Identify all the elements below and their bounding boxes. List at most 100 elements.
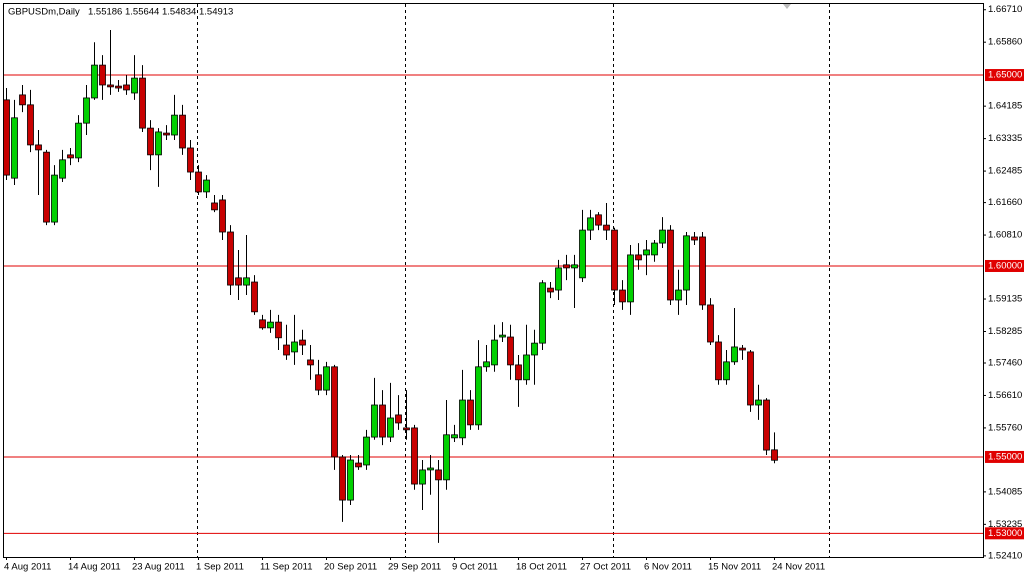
x-tick-label: 11 Sep 2011: [260, 562, 312, 573]
y-tick-label: 1.52410: [988, 550, 1022, 561]
header-high: 1.55644: [125, 7, 159, 18]
candle-body: [291, 341, 298, 353]
candle-body: [675, 289, 682, 301]
candle-body: [699, 236, 706, 306]
header-open: 1.55186: [88, 7, 122, 18]
candle-body: [163, 132, 170, 136]
candle-body: [219, 199, 226, 233]
candle-body: [747, 351, 754, 406]
level-label-box: [985, 69, 1024, 82]
candle-body: [147, 127, 154, 156]
candle-body: [611, 229, 618, 291]
candle-body: [547, 287, 554, 293]
candle-body: [59, 159, 66, 179]
level-label-box: [985, 527, 1024, 540]
level-label: 1.55000: [988, 451, 1022, 462]
candle-body: [315, 374, 322, 391]
x-tick-label: 14 Aug 2011: [68, 562, 121, 573]
y-tick-label: 1.64185: [988, 101, 1022, 112]
candle-body: [707, 304, 714, 343]
level-label: 1.65000: [988, 70, 1022, 81]
candle-body: [635, 254, 642, 261]
y-tick-label: 1.60810: [988, 230, 1022, 241]
candle-body: [619, 289, 626, 303]
level-label-box: [985, 259, 1024, 272]
candle-body: [571, 264, 578, 269]
candle-body: [387, 417, 394, 438]
candle-body: [595, 214, 602, 226]
candle-body: [43, 151, 50, 223]
candle-body: [483, 361, 490, 368]
candle-body: [379, 404, 386, 438]
candle-body: [67, 154, 74, 159]
candle-body: [459, 399, 466, 439]
y-tick-label: 1.59135: [988, 294, 1022, 305]
candle-body: [475, 366, 482, 426]
candle-body: [11, 117, 18, 179]
candle-body: [491, 339, 498, 366]
x-tick-label: 4 Aug 2011: [4, 562, 51, 573]
candle-body: [235, 277, 242, 286]
candle-body: [251, 281, 258, 313]
candle-body: [451, 434, 458, 439]
candle-body: [539, 282, 546, 344]
candle-body: [523, 354, 530, 381]
candle-body: [91, 64, 98, 99]
candle-body: [35, 144, 42, 151]
candle-body: [755, 399, 762, 406]
candle-body: [667, 229, 674, 301]
level-label: 1.53000: [988, 528, 1022, 539]
x-tick-label: 27 Oct 2011: [580, 562, 631, 573]
candle-body: [731, 346, 738, 363]
y-tick-label: 1.55760: [988, 422, 1022, 433]
candle-body: [267, 321, 274, 329]
candle-body: [603, 224, 610, 231]
candle-body: [355, 462, 362, 468]
candle-body: [203, 179, 210, 193]
candle-body: [155, 131, 162, 156]
candle-body: [83, 97, 90, 124]
candle-body: [139, 77, 146, 129]
x-tick-label: 9 Oct 2011: [452, 562, 498, 573]
y-tick-label: 1.66710: [988, 4, 1022, 15]
level-label: 1.60000: [988, 261, 1022, 272]
candle-body: [507, 336, 514, 366]
plot-frame: [3, 3, 984, 558]
candle-body: [419, 469, 426, 485]
candle-body: [243, 277, 250, 286]
candle-body: [179, 114, 186, 149]
y-tick-label: 1.53235: [988, 519, 1022, 530]
candle-body: [563, 264, 570, 269]
candle-body: [515, 364, 522, 381]
candle-body: [659, 229, 666, 244]
candle-body: [107, 84, 114, 88]
candle-body: [75, 122, 82, 159]
candle-body: [443, 434, 450, 481]
x-tick-label: 15 Nov 2011: [708, 562, 761, 573]
candle-body: [195, 171, 202, 193]
candle-body: [723, 361, 730, 381]
candle-body: [339, 456, 346, 501]
candle-body: [187, 147, 194, 173]
candle-body: [371, 404, 378, 438]
candle-body: [531, 342, 538, 356]
candle-body: [323, 366, 330, 391]
x-tick-label: 6 Nov 2011: [644, 562, 692, 573]
candle-body: [227, 231, 234, 286]
y-tick-label: 1.54085: [988, 486, 1022, 497]
candle-body: [283, 344, 290, 356]
candle-body: [275, 321, 282, 339]
candle-body: [331, 366, 338, 458]
candle-body: [123, 84, 130, 91]
level-label-box: [985, 450, 1024, 463]
candle-body: [403, 427, 410, 431]
y-tick-label: 1.56610: [988, 390, 1022, 401]
candle-body: [51, 174, 58, 223]
y-tick-label: 1.57460: [988, 358, 1022, 369]
candle-body: [19, 94, 26, 106]
candle-body: [427, 467, 434, 471]
shift-marker: [783, 4, 791, 9]
candle-body: [771, 449, 778, 461]
